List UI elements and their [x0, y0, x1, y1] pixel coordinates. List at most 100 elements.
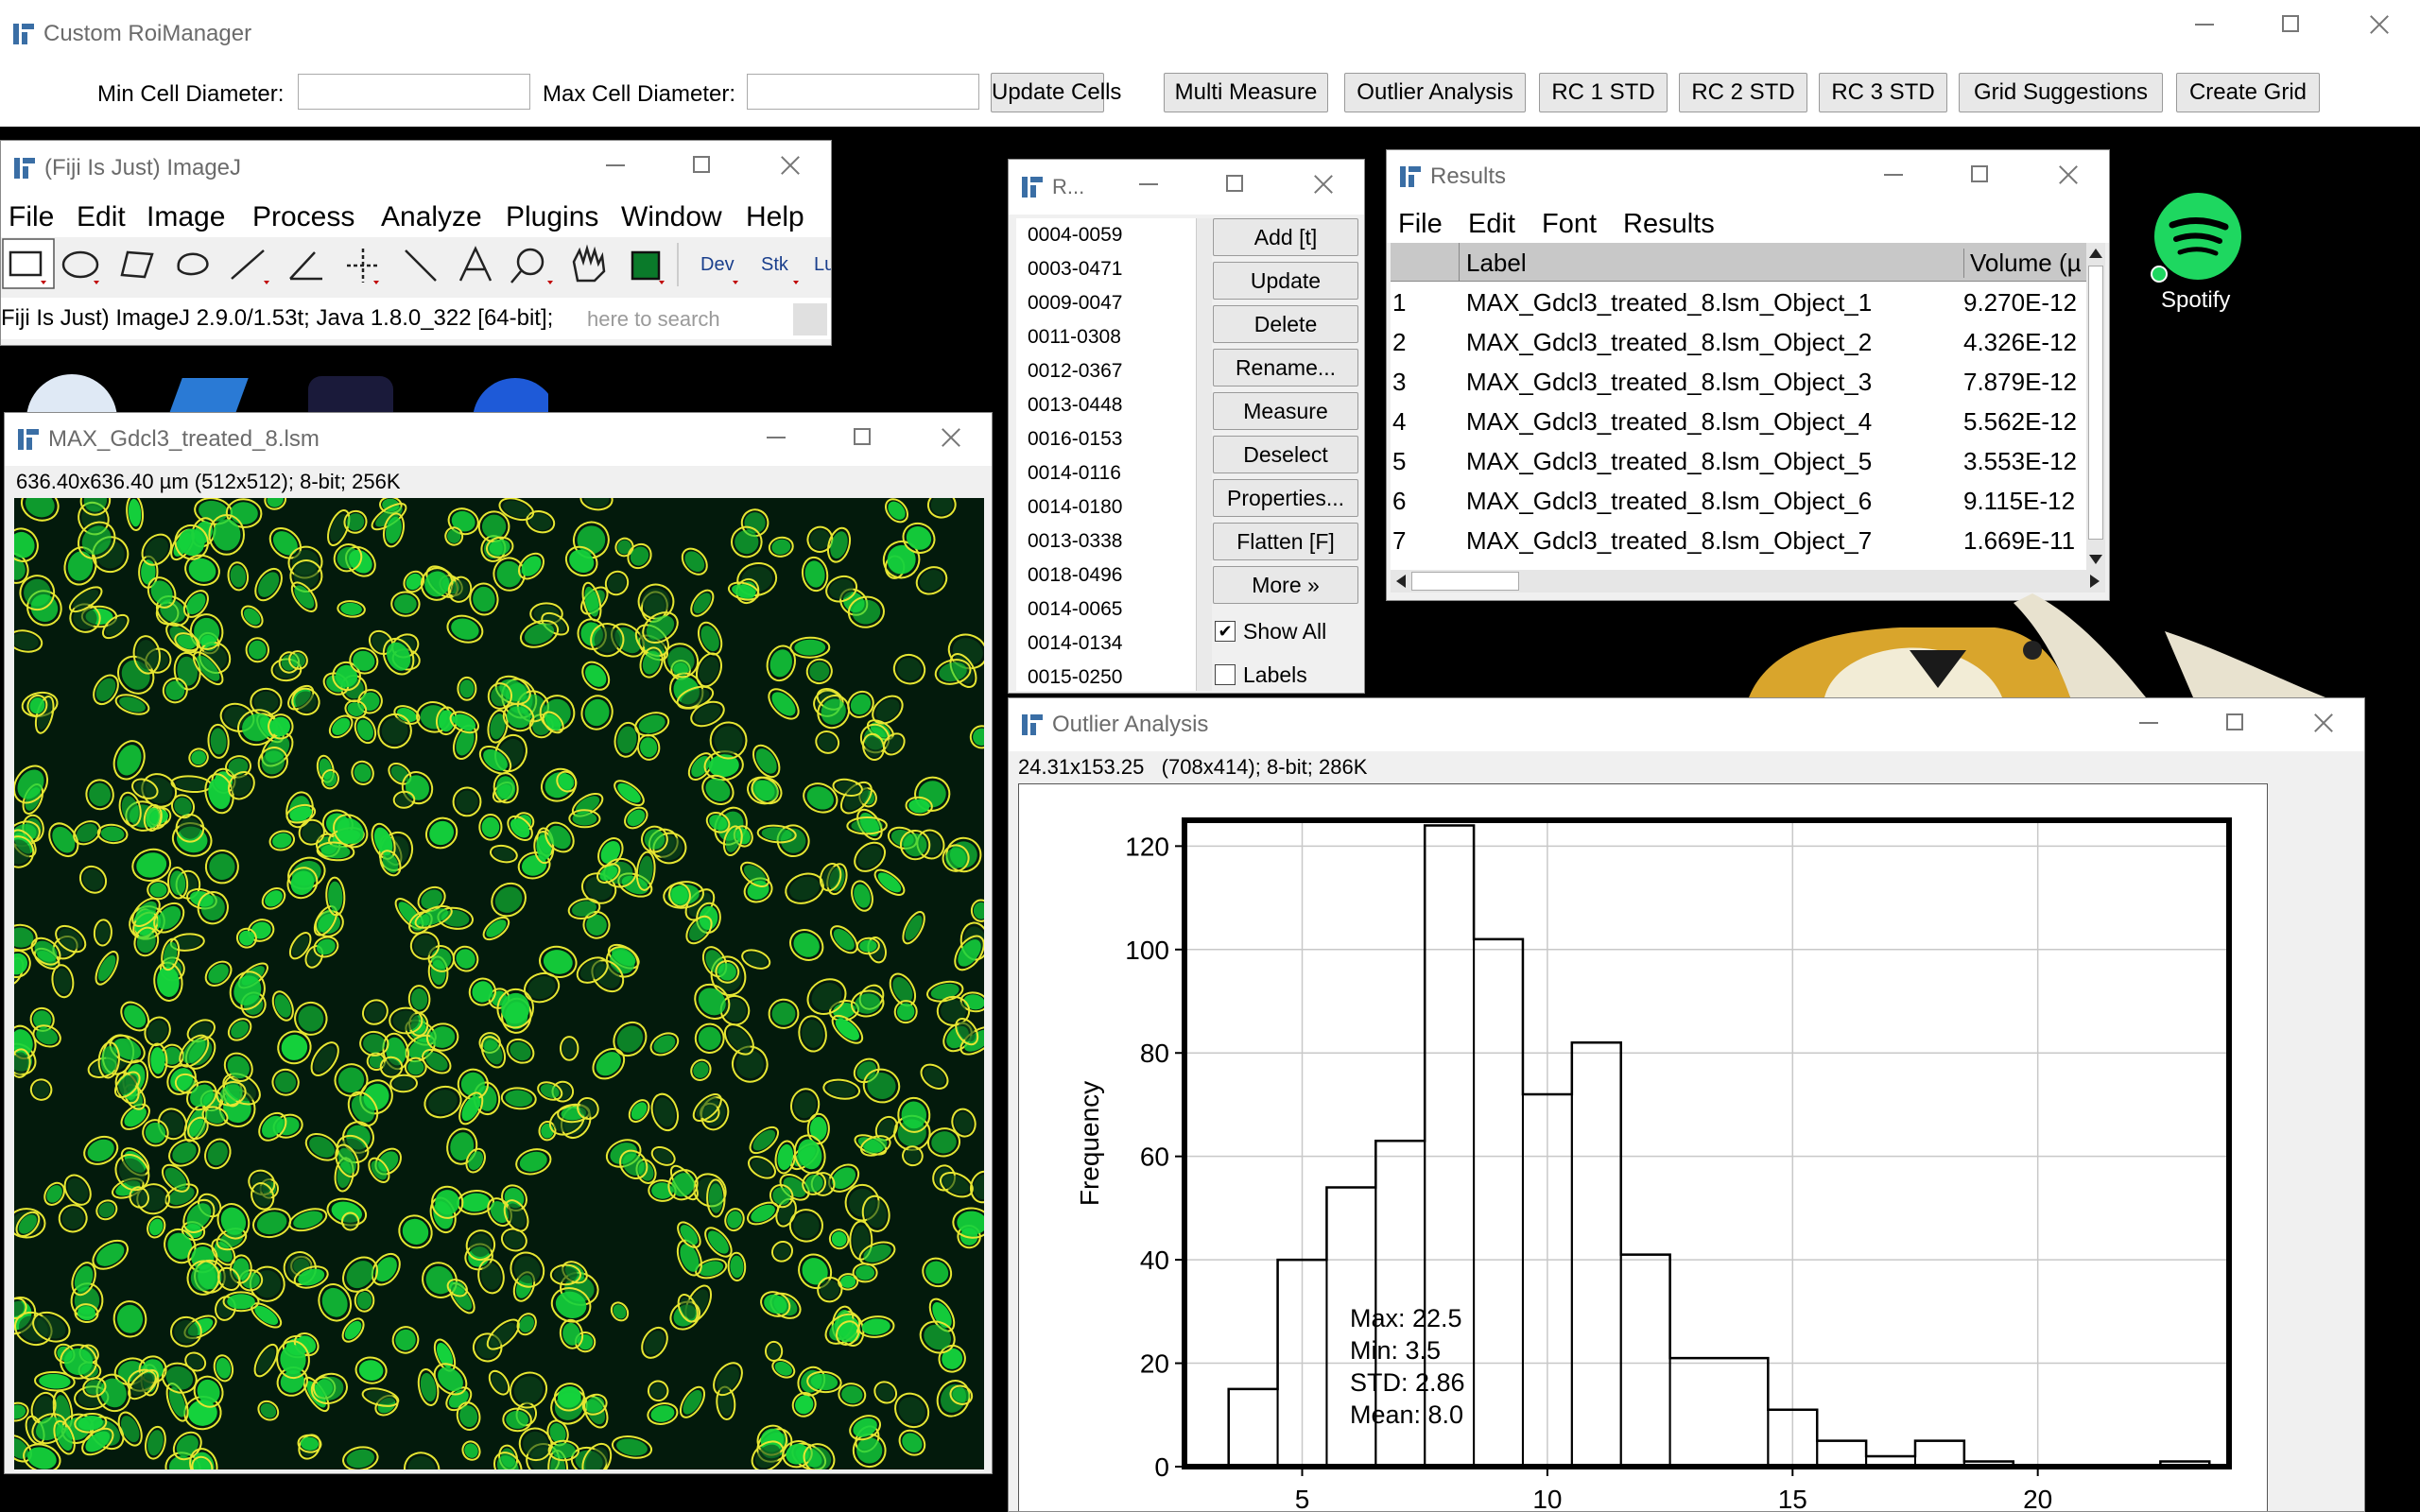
table-row[interactable]: 5 MAX_Gdcl3_treated_8.lsm_Object_5 3.553E-…: [1391, 441, 2086, 481]
roi-add-t-button[interactable]: Add [t]: [1213, 218, 1358, 256]
results-menu-file[interactable]: File: [1398, 209, 1443, 239]
min-cell-diameter-input[interactable]: [298, 74, 530, 110]
menu-analyze[interactable]: Analyze: [381, 201, 482, 232]
roi-rename-button[interactable]: Rename...: [1213, 349, 1358, 387]
image-window-titlebar[interactable]: MAX_Gdcl3_treated_8.lsm: [5, 413, 992, 466]
close-button[interactable]: [2277, 698, 2364, 747]
roi-list-item[interactable]: 0014-0134: [1028, 632, 1123, 654]
roi-properties-button[interactable]: Properties...: [1213, 479, 1358, 517]
table-row[interactable]: 7 MAX_Gdcl3_treated_8.lsm_Object_7 1.669E-…: [1391, 521, 2086, 560]
app-icon[interactable]: [473, 378, 548, 412]
create-grid-button[interactable]: Create Grid: [2176, 73, 2320, 112]
roi-list-item[interactable]: 0014-0065: [1028, 598, 1123, 620]
rc-2-std-button[interactable]: RC 2 STD: [1679, 73, 1807, 112]
menu-window[interactable]: Window: [621, 201, 722, 232]
roi-list-item[interactable]: 0004-0059: [1028, 224, 1123, 246]
results-vscroll[interactable]: [2086, 243, 2105, 570]
roi-update-button[interactable]: Update: [1213, 262, 1358, 300]
dev-tool-button[interactable]: Dev: [700, 254, 735, 275]
close-button[interactable]: [2022, 150, 2109, 199]
minimize-button[interactable]: [1848, 150, 1935, 199]
roi-deselect-button[interactable]: Deselect: [1213, 436, 1358, 473]
histogram-plot[interactable]: 5 10 15 20 0 20 40 60 80 100 120 Frequency Max: 22.5…: [1018, 783, 2268, 1512]
multi-measure-button[interactable]: Multi Measure: [1164, 73, 1328, 112]
roi-list-item[interactable]: 0012-0367: [1028, 360, 1123, 382]
maximize-button[interactable]: [1935, 150, 2022, 199]
close-button[interactable]: [1277, 160, 1364, 209]
table-row[interactable]: 4 MAX_Gdcl3_treated_8.lsm_Object_4 5.562E-…: [1391, 402, 2086, 441]
roi-list-item[interactable]: 0014-0116: [1028, 462, 1121, 484]
rc-1-std-button[interactable]: RC 1 STD: [1539, 73, 1668, 112]
image-canvas[interactable]: [14, 498, 984, 1469]
maximize-button[interactable]: [818, 413, 905, 462]
column-header-volume[interactable]: Volume (µ: [1963, 249, 2082, 278]
menu-edit[interactable]: Edit: [77, 201, 126, 232]
results-menu-edit[interactable]: Edit: [1468, 209, 1515, 239]
show-all-checkbox[interactable]: ✔ Show All: [1215, 615, 1357, 645]
close-button[interactable]: [905, 413, 992, 462]
roi-measure-button[interactable]: Measure: [1213, 392, 1358, 430]
roi-list[interactable]: 0004-0059 0003-0471 0009-0047 0011-0308 0012…: [1016, 218, 1196, 691]
menu-image[interactable]: Image: [147, 201, 226, 232]
maximize-button[interactable]: [1190, 160, 1277, 209]
scroll-right-icon[interactable]: [2090, 575, 2100, 588]
roi-list-item[interactable]: 0018-0496: [1028, 564, 1123, 586]
roi-list-item[interactable]: 0016-0153: [1028, 428, 1123, 450]
maximize-button[interactable]: [657, 141, 744, 190]
search-button[interactable]: [793, 303, 827, 335]
results-menu-font[interactable]: Font: [1542, 209, 1598, 239]
grid-suggestions-button[interactable]: Grid Suggestions: [1959, 73, 2163, 112]
maximize-button[interactable]: [2246, 0, 2333, 49]
minimize-button[interactable]: [731, 413, 818, 462]
lut-tool-button[interactable]: Lu: [814, 254, 831, 275]
imagej-titlebar[interactable]: (Fiji Is Just) ImageJ: [1, 141, 831, 196]
roi-manager-titlebar[interactable]: R...: [1009, 160, 1364, 215]
hscroll-thumb[interactable]: [1411, 572, 1519, 591]
max-cell-diameter-input[interactable]: [747, 74, 979, 110]
spotify-desktop-icon[interactable]: Spotify: [2146, 187, 2250, 319]
stk-tool-button[interactable]: Stk: [761, 254, 788, 275]
close-button[interactable]: [744, 141, 831, 190]
roi-more-button[interactable]: More »: [1213, 566, 1358, 604]
vscode-icon[interactable]: [158, 378, 249, 412]
roi-list-item[interactable]: 0009-0047: [1028, 292, 1123, 314]
table-row[interactable]: 3 MAX_Gdcl3_treated_8.lsm_Object_3 7.879E-…: [1391, 362, 2086, 402]
roi-list-item[interactable]: 0013-0448: [1028, 394, 1123, 416]
close-button[interactable]: [2333, 0, 2420, 49]
app-icon[interactable]: [308, 376, 393, 412]
roi-list-item[interactable]: 0013-0338: [1028, 530, 1123, 552]
search-placeholder[interactable]: here to search: [587, 307, 720, 331]
column-header-index[interactable]: [1391, 243, 1460, 281]
menu-plugins[interactable]: Plugins: [506, 201, 599, 232]
table-row[interactable]: 6 MAX_Gdcl3_treated_8.lsm_Object_6 9.115E-…: [1391, 481, 2086, 521]
scroll-up-icon[interactable]: [2089, 249, 2102, 258]
table-row[interactable]: 2 MAX_Gdcl3_treated_8.lsm_Object_2 4.326E-…: [1391, 322, 2086, 362]
results-titlebar[interactable]: Results: [1387, 150, 2109, 203]
labels-checkbox[interactable]: Labels: [1215, 659, 1357, 689]
roi-flatten-f-button[interactable]: Flatten [F]: [1213, 523, 1358, 560]
minimize-button[interactable]: [1103, 160, 1190, 209]
roi-list-item[interactable]: 0014-0180: [1028, 496, 1123, 518]
menu-help[interactable]: Help: [746, 201, 804, 232]
update-cells-button[interactable]: Update Cells: [991, 73, 1121, 112]
results-hscroll[interactable]: [1391, 570, 2105, 593]
scroll-down-icon[interactable]: [2089, 555, 2102, 564]
roi-list-scrollbar[interactable]: [1196, 218, 1212, 691]
menu-process[interactable]: Process: [252, 201, 355, 232]
scroll-thumb[interactable]: [2088, 266, 2103, 540]
roi-list-item[interactable]: 0015-0250: [1028, 666, 1123, 688]
minimize-button[interactable]: [2103, 698, 2190, 747]
menu-file[interactable]: File: [9, 201, 55, 232]
desktop-app-icon[interactable]: [26, 374, 117, 412]
column-header-label[interactable]: Label: [1466, 249, 1527, 277]
roi-list-item[interactable]: 0011-0308: [1028, 326, 1121, 348]
minimize-button[interactable]: [570, 141, 657, 190]
roi-list-item[interactable]: 0003-0471: [1028, 258, 1123, 280]
maximize-button[interactable]: [2190, 698, 2277, 747]
rc-3-std-button[interactable]: RC 3 STD: [1819, 73, 1947, 112]
results-menu-results[interactable]: Results: [1623, 209, 1715, 239]
roi-delete-button[interactable]: Delete: [1213, 305, 1358, 343]
scroll-left-icon[interactable]: [1396, 575, 1406, 588]
minimize-button[interactable]: [2159, 0, 2246, 49]
table-row[interactable]: 1 MAX_Gdcl3_treated_8.lsm_Object_1 9.270E-…: [1391, 283, 2086, 322]
